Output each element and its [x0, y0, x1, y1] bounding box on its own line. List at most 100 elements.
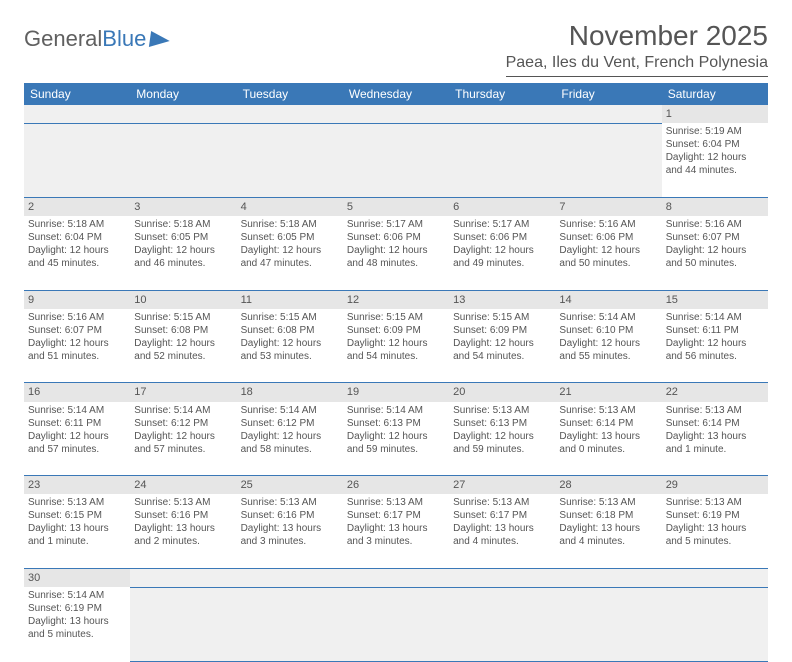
calendar-day-cell — [555, 123, 661, 197]
daylight-text: and 59 minutes. — [453, 443, 551, 456]
day-number-cell — [237, 105, 343, 123]
sunset-text: Sunset: 6:16 PM — [134, 509, 232, 522]
day-number-cell — [343, 568, 449, 587]
weekday-header: Saturday — [662, 83, 768, 105]
sunrise-text: Sunrise: 5:13 AM — [28, 496, 126, 509]
daylight-text: and 4 minutes. — [559, 535, 657, 548]
daylight-text: and 47 minutes. — [241, 257, 339, 270]
sunrise-text: Sunrise: 5:13 AM — [134, 496, 232, 509]
sunrise-text: Sunrise: 5:13 AM — [666, 404, 764, 417]
sunset-text: Sunset: 6:09 PM — [347, 324, 445, 337]
calendar-week-row: Sunrise: 5:14 AMSunset: 6:19 PMDaylight:… — [24, 587, 768, 661]
calendar-day-cell — [237, 123, 343, 197]
sunset-text: Sunset: 6:13 PM — [453, 417, 551, 430]
sunrise-text: Sunrise: 5:16 AM — [559, 218, 657, 231]
calendar-day-cell — [343, 123, 449, 197]
sunset-text: Sunset: 6:19 PM — [666, 509, 764, 522]
weekday-header: Monday — [130, 83, 236, 105]
month-title: November 2025 — [506, 20, 768, 52]
day-number-cell: 25 — [237, 476, 343, 495]
sunrise-text: Sunrise: 5:13 AM — [666, 496, 764, 509]
day-number-cell: 13 — [449, 290, 555, 309]
sunset-text: Sunset: 6:06 PM — [559, 231, 657, 244]
day-number-row: 2345678 — [24, 197, 768, 216]
daylight-text: and 46 minutes. — [134, 257, 232, 270]
sunset-text: Sunset: 6:05 PM — [241, 231, 339, 244]
daylight-text: and 45 minutes. — [28, 257, 126, 270]
calendar-day-cell: Sunrise: 5:17 AMSunset: 6:06 PMDaylight:… — [449, 216, 555, 290]
daylight-text: Daylight: 12 hours — [28, 337, 126, 350]
day-number-cell: 9 — [24, 290, 130, 309]
calendar-week-row: Sunrise: 5:16 AMSunset: 6:07 PMDaylight:… — [24, 309, 768, 383]
day-number-cell: 3 — [130, 197, 236, 216]
day-number-row: 16171819202122 — [24, 383, 768, 402]
calendar-day-cell: Sunrise: 5:14 AMSunset: 6:19 PMDaylight:… — [24, 587, 130, 661]
day-number-cell: 29 — [662, 476, 768, 495]
day-number-cell: 27 — [449, 476, 555, 495]
calendar-day-cell: Sunrise: 5:13 AMSunset: 6:16 PMDaylight:… — [130, 494, 236, 568]
sunset-text: Sunset: 6:09 PM — [453, 324, 551, 337]
daylight-text: Daylight: 12 hours — [559, 244, 657, 257]
daylight-text: Daylight: 13 hours — [453, 522, 551, 535]
daylight-text: Daylight: 12 hours — [347, 244, 445, 257]
sunset-text: Sunset: 6:08 PM — [241, 324, 339, 337]
daylight-text: Daylight: 12 hours — [666, 337, 764, 350]
sunrise-text: Sunrise: 5:15 AM — [241, 311, 339, 324]
daylight-text: Daylight: 13 hours — [666, 430, 764, 443]
sunrise-text: Sunrise: 5:18 AM — [241, 218, 339, 231]
calendar-day-cell: Sunrise: 5:16 AMSunset: 6:07 PMDaylight:… — [662, 216, 768, 290]
calendar-day-cell: Sunrise: 5:13 AMSunset: 6:17 PMDaylight:… — [449, 494, 555, 568]
day-number-cell — [449, 568, 555, 587]
day-number-cell: 21 — [555, 383, 661, 402]
calendar-day-cell: Sunrise: 5:14 AMSunset: 6:12 PMDaylight:… — [130, 402, 236, 476]
sunset-text: Sunset: 6:18 PM — [559, 509, 657, 522]
sunrise-text: Sunrise: 5:13 AM — [347, 496, 445, 509]
sunrise-text: Sunrise: 5:13 AM — [559, 404, 657, 417]
calendar-week-row: Sunrise: 5:18 AMSunset: 6:04 PMDaylight:… — [24, 216, 768, 290]
daylight-text: and 56 minutes. — [666, 350, 764, 363]
calendar-day-cell: Sunrise: 5:13 AMSunset: 6:17 PMDaylight:… — [343, 494, 449, 568]
sunrise-text: Sunrise: 5:14 AM — [347, 404, 445, 417]
calendar-day-cell: Sunrise: 5:13 AMSunset: 6:13 PMDaylight:… — [449, 402, 555, 476]
day-number-cell: 20 — [449, 383, 555, 402]
daylight-text: and 5 minutes. — [666, 535, 764, 548]
day-number-cell: 7 — [555, 197, 661, 216]
sunset-text: Sunset: 6:19 PM — [28, 602, 126, 615]
calendar-week-row: Sunrise: 5:13 AMSunset: 6:15 PMDaylight:… — [24, 494, 768, 568]
daylight-text: and 51 minutes. — [28, 350, 126, 363]
calendar-day-cell: Sunrise: 5:18 AMSunset: 6:05 PMDaylight:… — [130, 216, 236, 290]
sunset-text: Sunset: 6:17 PM — [453, 509, 551, 522]
weekday-header: Sunday — [24, 83, 130, 105]
day-number-cell: 26 — [343, 476, 449, 495]
sunrise-text: Sunrise: 5:14 AM — [134, 404, 232, 417]
day-number-cell: 12 — [343, 290, 449, 309]
daylight-text: Daylight: 12 hours — [347, 430, 445, 443]
daylight-text: Daylight: 13 hours — [134, 522, 232, 535]
day-number-cell: 23 — [24, 476, 130, 495]
weekday-header: Friday — [555, 83, 661, 105]
daylight-text: and 0 minutes. — [559, 443, 657, 456]
location-subtitle: Paea, Iles du Vent, French Polynesia — [506, 54, 768, 77]
sunrise-text: Sunrise: 5:17 AM — [347, 218, 445, 231]
daylight-text: and 53 minutes. — [241, 350, 339, 363]
sunrise-text: Sunrise: 5:15 AM — [134, 311, 232, 324]
sunrise-text: Sunrise: 5:15 AM — [347, 311, 445, 324]
daylight-text: and 57 minutes. — [134, 443, 232, 456]
daylight-text: Daylight: 13 hours — [28, 522, 126, 535]
daylight-text: Daylight: 12 hours — [28, 430, 126, 443]
calendar-day-cell: Sunrise: 5:17 AMSunset: 6:06 PMDaylight:… — [343, 216, 449, 290]
daylight-text: and 4 minutes. — [453, 535, 551, 548]
day-number-cell: 4 — [237, 197, 343, 216]
daylight-text: and 3 minutes. — [241, 535, 339, 548]
brand-logo: GeneralBlue — [24, 20, 170, 52]
sunrise-text: Sunrise: 5:13 AM — [241, 496, 339, 509]
calendar-day-cell: Sunrise: 5:13 AMSunset: 6:16 PMDaylight:… — [237, 494, 343, 568]
daylight-text: Daylight: 12 hours — [134, 337, 232, 350]
calendar-week-row: Sunrise: 5:14 AMSunset: 6:11 PMDaylight:… — [24, 402, 768, 476]
brand-flag-icon — [149, 31, 171, 47]
daylight-text: Daylight: 13 hours — [666, 522, 764, 535]
calendar-week-row: Sunrise: 5:19 AMSunset: 6:04 PMDaylight:… — [24, 123, 768, 197]
calendar-day-cell: Sunrise: 5:13 AMSunset: 6:18 PMDaylight:… — [555, 494, 661, 568]
day-number-cell — [237, 568, 343, 587]
day-number-cell: 24 — [130, 476, 236, 495]
